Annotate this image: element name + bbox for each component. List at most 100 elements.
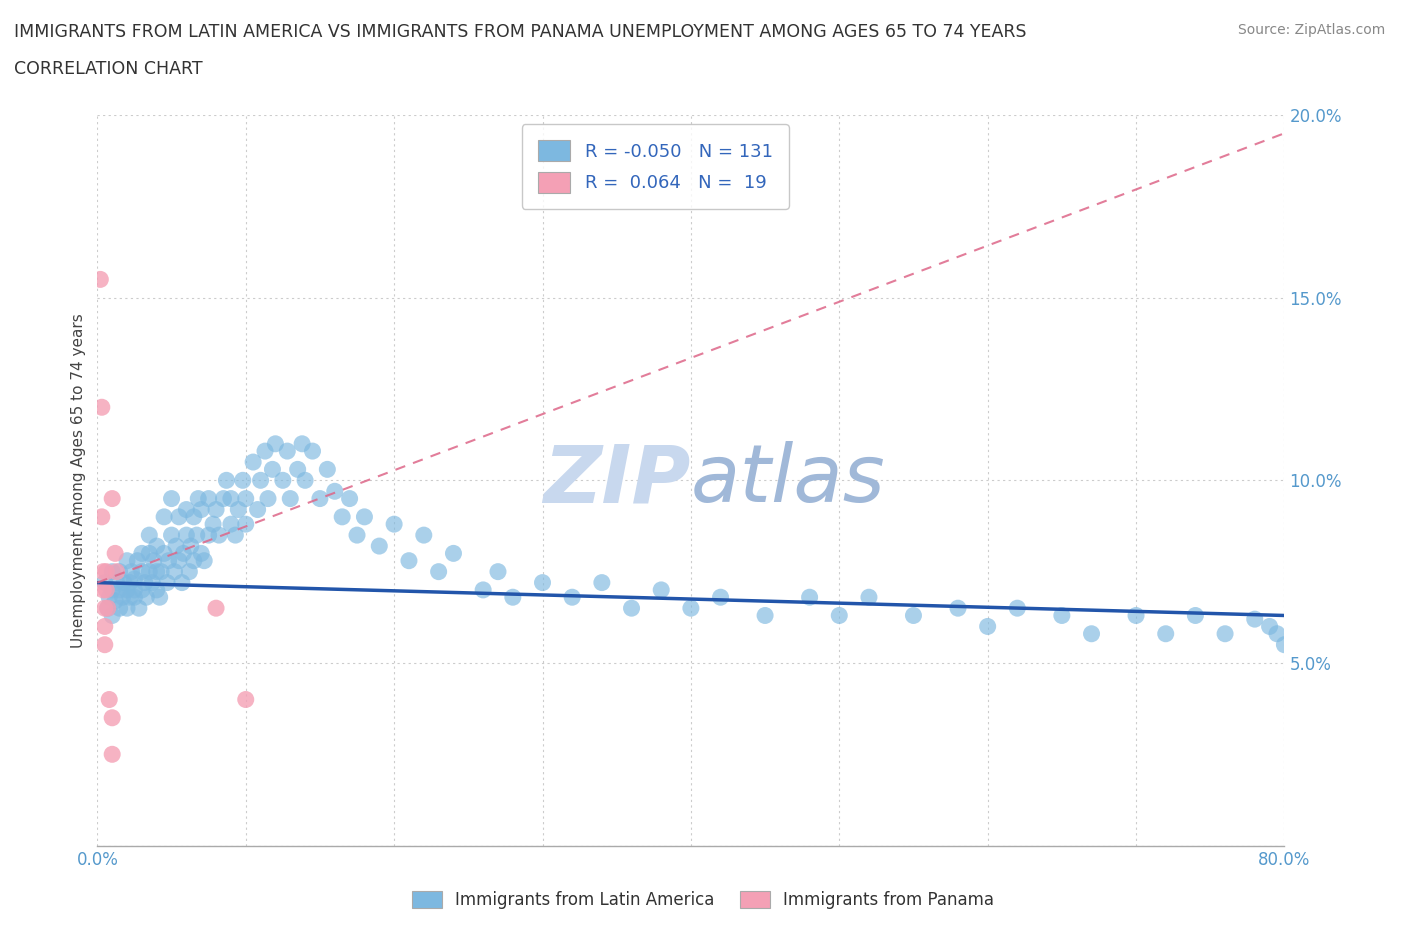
Point — [294, 472, 316, 487]
Point — [101, 491, 124, 506]
Point — [170, 575, 193, 590]
Point — [946, 601, 969, 616]
Point — [412, 527, 434, 542]
Point — [179, 565, 201, 579]
Point — [620, 601, 643, 616]
Point — [190, 546, 212, 561]
Point — [219, 517, 242, 532]
Point — [156, 575, 179, 590]
Point — [105, 565, 128, 579]
Point — [145, 565, 167, 579]
Point — [278, 491, 301, 506]
Point — [1258, 619, 1281, 634]
Point — [799, 590, 821, 604]
Point — [291, 436, 314, 451]
Y-axis label: Unemployment Among Ages 65 to 74 years: Unemployment Among Ages 65 to 74 years — [72, 312, 86, 647]
Point — [828, 608, 851, 623]
Point — [145, 582, 167, 597]
Point — [316, 462, 339, 477]
Point — [212, 491, 235, 506]
Point — [382, 517, 405, 532]
Point — [242, 455, 264, 470]
Point — [150, 565, 173, 579]
Point — [118, 590, 141, 604]
Point — [112, 575, 135, 590]
Point — [264, 436, 287, 451]
Point — [176, 502, 198, 517]
Point — [443, 546, 465, 561]
Point — [262, 462, 284, 477]
Point — [108, 565, 131, 579]
Point — [1184, 608, 1206, 623]
Point — [186, 527, 208, 542]
Point — [115, 553, 138, 568]
Point — [131, 582, 153, 597]
Point — [180, 538, 202, 553]
Point — [96, 582, 118, 597]
Point — [115, 582, 138, 597]
Point — [301, 444, 323, 458]
Point — [709, 590, 731, 604]
Point — [138, 546, 160, 561]
Point — [135, 590, 157, 604]
Point — [163, 565, 186, 579]
Point — [650, 582, 672, 597]
Point — [531, 575, 554, 590]
Point — [398, 553, 420, 568]
Legend: R = -0.050   N = 131, R =  0.064   N =  19: R = -0.050 N = 131, R = 0.064 N = 19 — [522, 124, 789, 209]
Point — [96, 565, 118, 579]
Point — [219, 491, 242, 506]
Point — [91, 582, 114, 597]
Point — [124, 590, 146, 604]
Point — [346, 527, 368, 542]
Point — [98, 590, 121, 604]
Point — [108, 601, 131, 616]
Point — [249, 472, 271, 487]
Point — [101, 711, 124, 725]
Point — [1243, 612, 1265, 627]
Point — [101, 747, 124, 762]
Point — [124, 582, 146, 597]
Point — [271, 472, 294, 487]
Point — [257, 491, 280, 506]
Point — [104, 546, 127, 561]
Point — [190, 502, 212, 517]
Point — [976, 619, 998, 634]
Point — [208, 527, 231, 542]
Point — [246, 502, 269, 517]
Point — [153, 510, 176, 525]
Point — [101, 608, 124, 623]
Point — [115, 601, 138, 616]
Point — [1265, 626, 1288, 641]
Point — [141, 575, 163, 590]
Point — [287, 462, 309, 477]
Point — [591, 575, 613, 590]
Point — [127, 553, 149, 568]
Point — [160, 491, 183, 506]
Point — [183, 553, 205, 568]
Point — [1154, 626, 1177, 641]
Point — [202, 517, 225, 532]
Point — [235, 692, 257, 707]
Point — [754, 608, 776, 623]
Point — [176, 527, 198, 542]
Point — [858, 590, 880, 604]
Point — [97, 601, 120, 616]
Text: Source: ZipAtlas.com: Source: ZipAtlas.com — [1237, 23, 1385, 37]
Point — [427, 565, 450, 579]
Point — [90, 510, 112, 525]
Point — [138, 527, 160, 542]
Point — [205, 601, 228, 616]
Point — [368, 538, 391, 553]
Point — [232, 472, 254, 487]
Point — [309, 491, 332, 506]
Point — [1274, 637, 1296, 652]
Point — [105, 575, 128, 590]
Point — [183, 510, 205, 525]
Point — [98, 692, 121, 707]
Point — [486, 565, 509, 579]
Point — [94, 637, 117, 652]
Point — [165, 538, 187, 553]
Text: CORRELATION CHART: CORRELATION CHART — [14, 60, 202, 78]
Point — [193, 553, 215, 568]
